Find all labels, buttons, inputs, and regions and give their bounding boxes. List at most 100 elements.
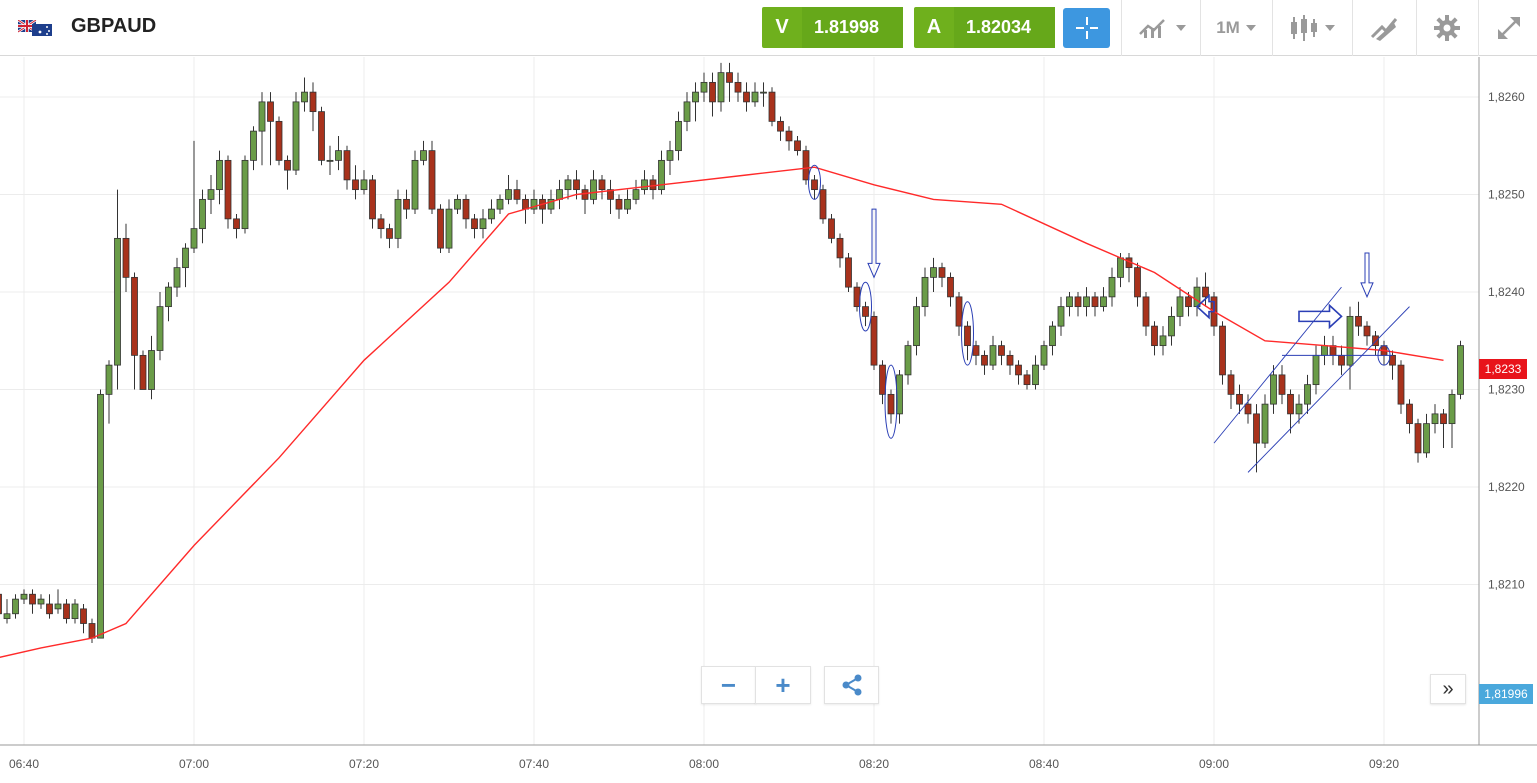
scroll-to-end-button[interactable]: » <box>1430 674 1466 704</box>
candle <box>0 593 2 615</box>
candle <box>530 198 538 210</box>
settings-button[interactable] <box>1424 8 1470 48</box>
candle <box>199 198 206 230</box>
candle <box>250 130 257 161</box>
candle <box>845 257 852 288</box>
candle <box>641 179 648 191</box>
candle <box>700 81 708 93</box>
candle <box>80 608 87 624</box>
candle <box>326 159 334 162</box>
candle <box>1448 393 1456 425</box>
candle <box>1040 345 1048 366</box>
candle <box>46 603 53 615</box>
y-axis-label: 1,8210 <box>1488 578 1525 592</box>
candle <box>1176 296 1184 317</box>
candle <box>675 120 682 152</box>
candle <box>156 306 164 351</box>
candle <box>318 111 325 161</box>
candle <box>913 306 920 347</box>
candlestick-button[interactable] <box>1280 8 1344 48</box>
candle <box>921 276 929 308</box>
left-arrow-annotation <box>1195 293 1215 320</box>
chart-type-icon <box>1139 19 1165 38</box>
x-axis-label: 06:40 <box>9 757 39 771</box>
candle <box>1057 306 1065 327</box>
candle <box>182 247 189 269</box>
candle <box>1159 335 1167 347</box>
candle <box>683 101 691 122</box>
candle <box>139 354 147 390</box>
candle <box>479 218 487 230</box>
candle <box>462 198 470 220</box>
candle <box>938 267 946 278</box>
candle <box>1363 325 1371 337</box>
candle <box>292 101 300 171</box>
expand-button[interactable] <box>1486 8 1532 48</box>
candle <box>71 603 79 620</box>
candle <box>301 91 308 103</box>
sell-button[interactable]: V 1.81998 <box>762 7 903 48</box>
candle <box>1338 354 1345 366</box>
candle <box>267 101 274 122</box>
x-axis-label: 09:00 <box>1199 757 1229 771</box>
candle <box>624 198 631 210</box>
candle <box>1219 325 1226 376</box>
candle <box>369 179 376 220</box>
annotation-ellipse <box>961 301 974 366</box>
candle <box>590 179 597 200</box>
timeframe-label: 1M <box>1216 18 1240 37</box>
candle <box>352 179 359 191</box>
buy-button[interactable]: A 1.82034 <box>914 7 1055 48</box>
candle <box>3 613 11 620</box>
candle <box>1261 403 1269 444</box>
candle <box>1168 315 1175 337</box>
candle <box>54 603 62 610</box>
chevron-down-icon <box>1176 25 1186 31</box>
candle <box>488 208 495 220</box>
crosshair-button[interactable] <box>1063 8 1110 48</box>
candle <box>828 218 835 239</box>
candle <box>751 91 759 103</box>
candle <box>955 296 963 327</box>
candle <box>335 150 342 161</box>
candle <box>437 208 444 249</box>
candle <box>131 276 138 356</box>
candle <box>972 345 980 356</box>
candle <box>284 159 291 171</box>
candle <box>224 159 232 220</box>
share-button[interactable] <box>824 666 879 704</box>
candle <box>1236 393 1243 405</box>
price-chart[interactable]: 06:40 07:00 07:20 07:40 08:00 08:20 08:40 09:00… <box>0 57 1537 783</box>
annotation-ellipse <box>859 281 872 332</box>
candle <box>377 218 385 230</box>
candle <box>403 198 410 210</box>
drawing-tools-button[interactable] <box>1360 8 1408 48</box>
candlestick-icon <box>1291 15 1317 41</box>
candle <box>1440 413 1447 425</box>
candle <box>309 91 317 113</box>
candle <box>1270 374 1277 405</box>
candle <box>666 150 674 161</box>
zoom-in-button[interactable]: + <box>755 666 811 704</box>
chevron-down-icon <box>1245 25 1256 31</box>
bid-price-tag: 1,81996 <box>1479 684 1533 704</box>
candle <box>148 350 155 390</box>
candle <box>1015 364 1022 376</box>
candle <box>1414 423 1422 454</box>
trend-channel-line <box>1213 286 1342 444</box>
candle <box>1142 296 1150 327</box>
candle <box>411 159 419 210</box>
candle <box>360 179 368 191</box>
zoom-out-button[interactable]: − <box>701 666 756 704</box>
timeframe-selector[interactable]: 1M <box>1206 8 1266 48</box>
candle <box>173 267 181 288</box>
chart-type-button[interactable] <box>1130 8 1194 48</box>
candle <box>981 354 988 366</box>
candle <box>445 208 453 249</box>
candle <box>29 593 36 605</box>
candle <box>241 159 249 230</box>
candle <box>734 81 742 93</box>
candle <box>190 228 198 249</box>
candle <box>819 189 827 220</box>
candle <box>216 159 223 191</box>
